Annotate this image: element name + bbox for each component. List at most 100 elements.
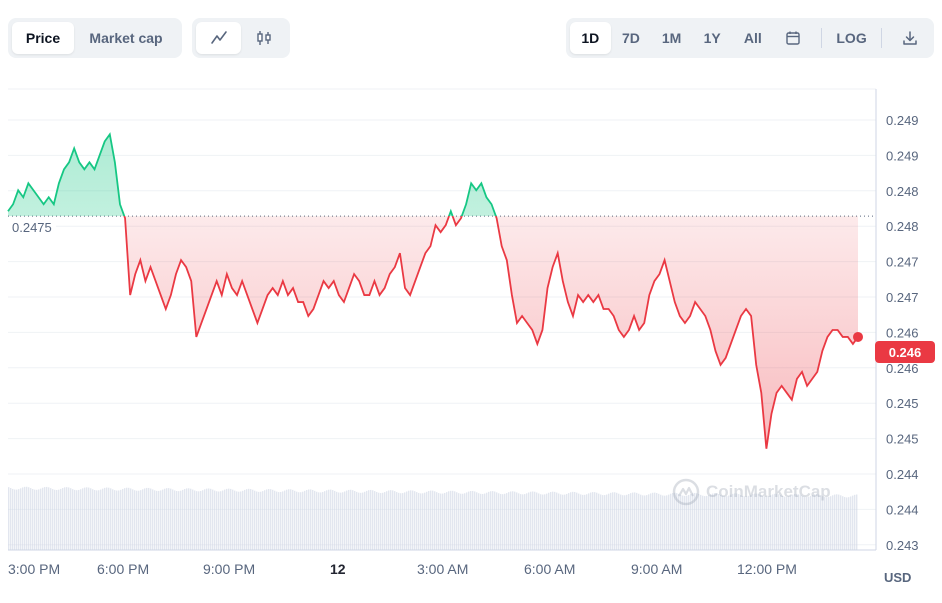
volume-bar — [524, 494, 526, 550]
volume-bar — [578, 493, 580, 550]
range-all[interactable]: All — [743, 30, 762, 46]
volume-bar — [818, 494, 820, 550]
volume-bar — [266, 489, 268, 550]
volume-bar — [206, 488, 208, 550]
volume-bar — [744, 496, 746, 550]
volume-bar — [426, 491, 428, 550]
volume-bar — [214, 490, 216, 550]
volume-bar — [364, 491, 366, 550]
volume-bar — [594, 492, 596, 550]
volume-bar — [592, 492, 594, 550]
volume-bar — [82, 488, 84, 550]
x-tick-label: 12:00 PM — [737, 561, 797, 577]
volume-bar — [560, 494, 562, 550]
volume-bar — [770, 495, 772, 550]
range-7d[interactable]: 7D — [621, 30, 640, 46]
volume-bar — [480, 493, 482, 550]
volume-bar — [748, 495, 750, 550]
volume-bar — [604, 495, 606, 550]
volume-bar — [680, 494, 682, 550]
volume-bar — [456, 492, 458, 550]
volume-bar — [8, 487, 10, 550]
volume-bar — [542, 494, 544, 550]
volume-bar — [834, 494, 836, 550]
volume-bar — [86, 487, 88, 550]
tab-market-cap[interactable]: Market cap — [89, 30, 163, 46]
volume-bar — [574, 491, 576, 550]
volume-bar — [408, 490, 410, 550]
volume-bar — [452, 490, 454, 550]
volume-bar — [586, 494, 588, 550]
volume-bar — [842, 496, 844, 550]
volume-bar — [182, 489, 184, 550]
tab-price[interactable]: Price — [12, 22, 74, 54]
volume-bar — [446, 492, 448, 550]
volume-bar — [416, 492, 418, 550]
volume-bar — [576, 492, 578, 550]
volume-bar — [174, 490, 176, 550]
volume-bar — [96, 490, 98, 550]
volume-bar — [112, 489, 114, 550]
volume-bar — [518, 493, 520, 550]
volume-bar — [736, 493, 738, 550]
candlestick-button[interactable] — [241, 22, 286, 54]
volume-bar — [678, 493, 680, 550]
volume-bar — [788, 496, 790, 550]
volume-bar — [60, 488, 62, 550]
volume-bar — [300, 492, 302, 550]
y-tick-label: 0.244 — [886, 502, 919, 517]
volume-bar — [152, 489, 154, 550]
volume-bar — [52, 489, 54, 550]
volume-bar — [742, 495, 744, 550]
x-tick-label: 12 — [330, 561, 346, 577]
volume-bar — [730, 494, 732, 550]
volume-bar — [442, 493, 444, 550]
log-scale-button[interactable]: LOG — [836, 30, 867, 46]
volume-bar — [414, 491, 416, 550]
volume-bar — [848, 497, 850, 550]
volume-bar — [622, 495, 624, 550]
volume-bar — [616, 492, 618, 550]
volume-bar — [100, 489, 102, 550]
volume-bar — [186, 488, 188, 550]
volume-bar — [580, 494, 582, 550]
calendar-button[interactable] — [773, 22, 813, 54]
volume-bar — [42, 487, 44, 550]
volume-bar — [194, 490, 196, 550]
volume-bar — [782, 496, 784, 550]
volume-bar — [222, 490, 224, 550]
volume-bar — [264, 490, 266, 550]
volume-bar — [484, 493, 486, 550]
y-tick-label: 0.245 — [886, 396, 919, 411]
volume-bar — [558, 493, 560, 550]
volume-bar — [242, 490, 244, 550]
volume-bar — [552, 491, 554, 550]
volume-bar — [306, 489, 308, 550]
volume-bar — [662, 495, 664, 550]
volume-bar — [554, 491, 556, 550]
volume-bar — [62, 488, 64, 550]
volume-bar — [290, 489, 292, 550]
y-tick-label: 0.249 — [886, 113, 919, 128]
volume-bar — [250, 489, 252, 550]
line-chart-button[interactable] — [196, 22, 241, 54]
volume-bar — [378, 492, 380, 550]
range-1y[interactable]: 1Y — [703, 30, 721, 46]
volume-bar — [430, 490, 432, 550]
range-1d[interactable]: 1D — [570, 22, 611, 54]
volume-bar — [236, 491, 238, 550]
volume-bar — [766, 496, 768, 550]
download-button[interactable] — [890, 22, 930, 54]
volume-bar — [808, 496, 810, 550]
y-tick-label: 0.248 — [886, 219, 919, 234]
volume-bar — [650, 493, 652, 550]
volume-bar — [102, 488, 104, 550]
volume-bar — [198, 491, 200, 550]
volume-bar — [104, 487, 106, 550]
volume-bar — [92, 489, 94, 550]
range-1m[interactable]: 1M — [661, 30, 682, 46]
volume-bar — [464, 493, 466, 550]
volume-bar — [570, 492, 572, 550]
volume-bar — [58, 489, 60, 550]
